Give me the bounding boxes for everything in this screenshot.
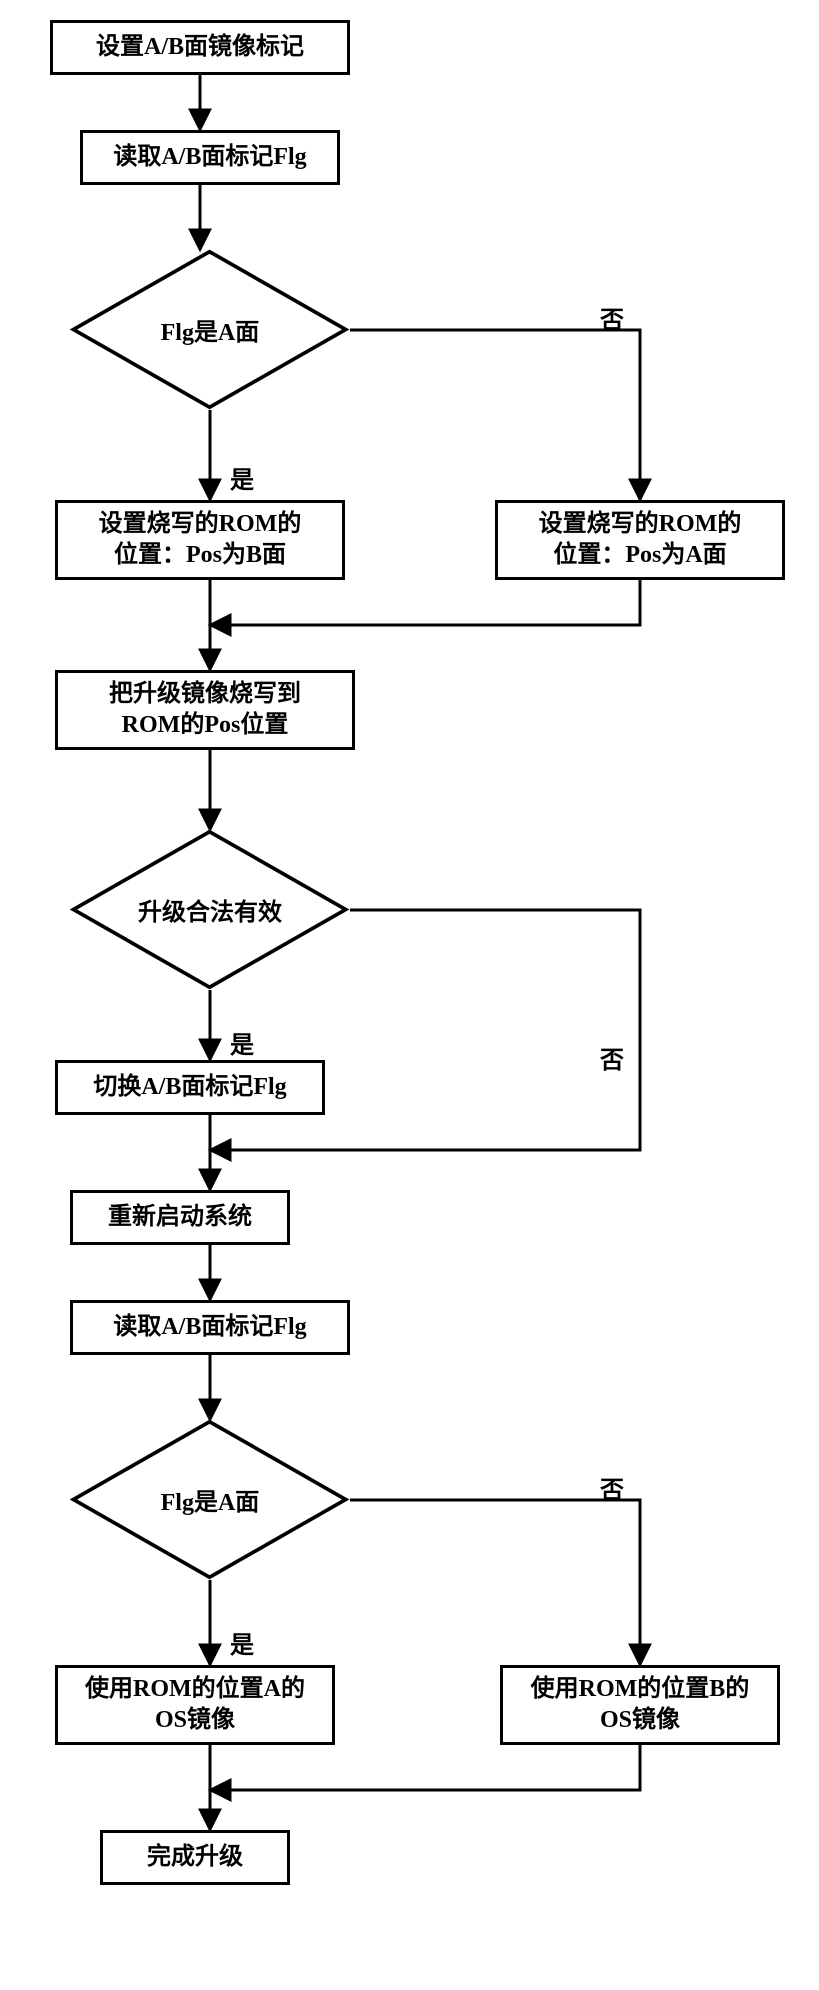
node-label: 使用ROM的位置B的 OS镜像 <box>531 1674 750 1736</box>
node-label: 切换A/B面标记Flg <box>93 1072 286 1103</box>
node-label: 读取A/B面标记Flg <box>113 142 306 173</box>
edge-label: 否 <box>600 1470 624 1505</box>
node-label: 升级合法有效 <box>108 853 312 966</box>
flowchart-node-n6: 重新启动系统 <box>70 1190 290 1245</box>
flowchart-node-n3b: 设置烧写的ROM的 位置：Pos为A面 <box>495 500 785 580</box>
node-label: 设置烧写的ROM的 位置：Pos为B面 <box>99 509 302 571</box>
node-label: 重新启动系统 <box>108 1202 252 1233</box>
flowchart-nodes-layer: 设置A/B面镜像标记读取A/B面标记FlgFlg是A面设置烧写的ROM的 位置：… <box>0 0 819 1990</box>
edge-label: 否 <box>600 300 624 335</box>
flowchart-decision-d3: Flg是A面 <box>153 1443 266 1556</box>
node-label: 设置烧写的ROM的 位置：Pos为A面 <box>539 509 742 571</box>
flowchart-node-n9: 完成升级 <box>100 1830 290 1885</box>
node-label: 使用ROM的位置A的 OS镜像 <box>85 1674 305 1736</box>
flowchart-node-n4: 把升级镜像烧写到 ROM的Pos位置 <box>55 670 355 750</box>
node-label: Flg是A面 <box>108 1443 312 1556</box>
edge-label: 否 <box>600 1040 624 1075</box>
edge-label: 是 <box>230 1025 254 1060</box>
flowchart-node-n8a: 使用ROM的位置A的 OS镜像 <box>55 1665 335 1745</box>
flowchart-node-n7: 读取A/B面标记Flg <box>70 1300 350 1355</box>
node-label: Flg是A面 <box>108 273 312 386</box>
flowchart-decision-d2: 升级合法有效 <box>153 853 266 966</box>
node-label: 把升级镜像烧写到 ROM的Pos位置 <box>109 679 301 741</box>
flowchart-node-n8b: 使用ROM的位置B的 OS镜像 <box>500 1665 780 1745</box>
flowchart-node-n2: 读取A/B面标记Flg <box>80 130 340 185</box>
flowchart-node-n3a: 设置烧写的ROM的 位置：Pos为B面 <box>55 500 345 580</box>
node-label: 读取A/B面标记Flg <box>113 1312 306 1343</box>
flowchart-node-n1: 设置A/B面镜像标记 <box>50 20 350 75</box>
node-label: 完成升级 <box>147 1842 243 1873</box>
edge-label: 是 <box>230 1625 254 1660</box>
flowchart-decision-d1: Flg是A面 <box>153 273 266 386</box>
flowchart-node-n5: 切换A/B面标记Flg <box>55 1060 325 1115</box>
node-label: 设置A/B面镜像标记 <box>96 32 304 63</box>
edge-label: 是 <box>230 460 254 495</box>
